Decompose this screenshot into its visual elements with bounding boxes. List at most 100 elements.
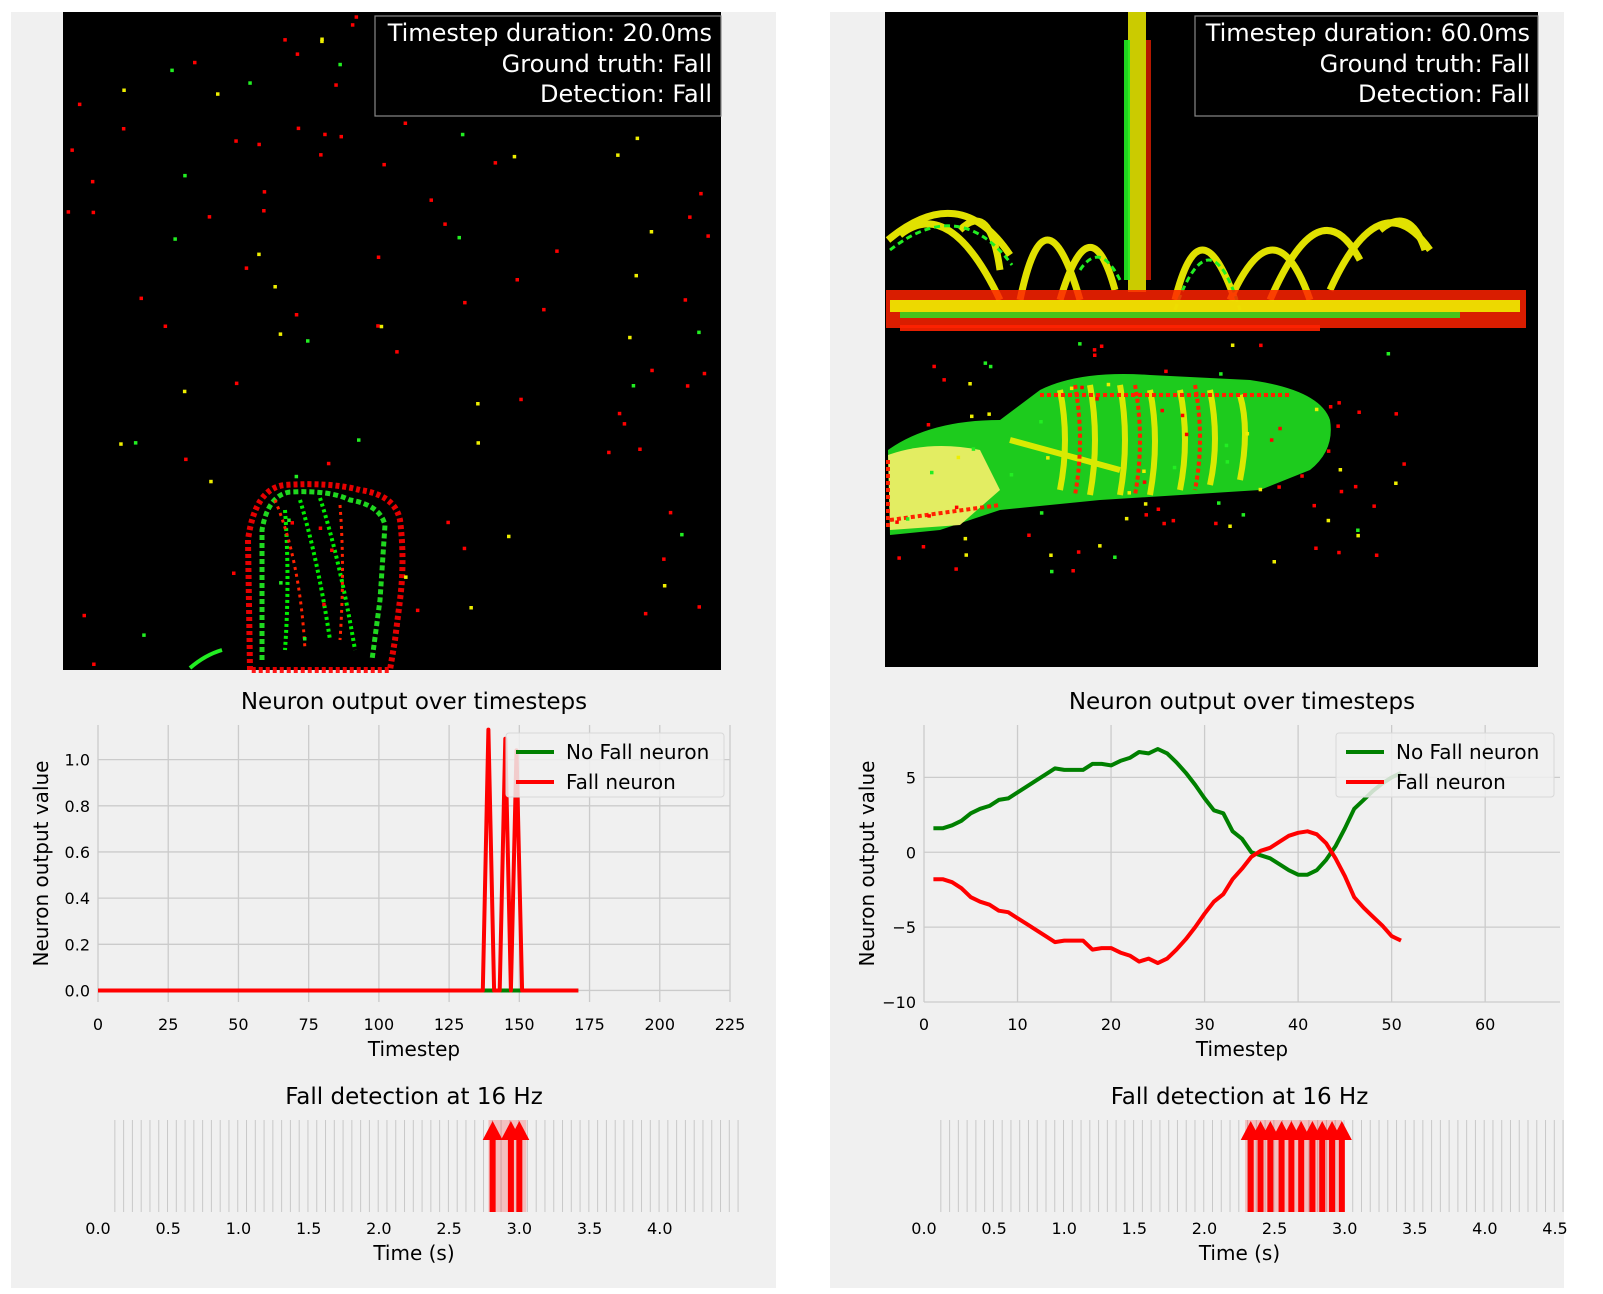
noise-dot — [1113, 555, 1117, 559]
noise-dot — [983, 361, 988, 365]
noise-dot — [462, 546, 467, 551]
y-axis-label: Neuron output value — [855, 761, 879, 967]
noise-dot — [1339, 489, 1344, 494]
detection-arrow-shaft — [1309, 1136, 1316, 1212]
noise-dot — [395, 350, 399, 354]
x-tick-label: 1.5 — [1122, 1219, 1147, 1238]
noise-dot — [1230, 343, 1235, 347]
noise-dot — [519, 397, 523, 402]
noise-dot — [382, 162, 386, 167]
x-tick-label: 100 — [364, 1015, 395, 1034]
event-frame-left: Timestep duration: 20.0ms Ground truth: … — [63, 12, 722, 673]
overlay-box — [374, 15, 722, 117]
noise-dot — [1278, 426, 1282, 431]
noise-dot — [1180, 413, 1185, 418]
bar-yellow — [890, 300, 1520, 312]
noise-dot — [688, 215, 692, 219]
noise-dot — [956, 455, 961, 460]
noise-dot — [326, 461, 331, 466]
y-tick-label: 0.4 — [65, 889, 90, 908]
body-inner-green — [283, 497, 357, 651]
x-tick-label: 0.0 — [911, 1219, 936, 1238]
noise-dot — [507, 534, 511, 539]
noise-dots — [66, 15, 710, 666]
noise-dot — [121, 127, 126, 131]
noise-dot — [1241, 513, 1246, 517]
x-tick-label: 40 — [1288, 1015, 1308, 1034]
noise-dot — [1080, 385, 1084, 390]
y-tick-label: −10 — [882, 993, 916, 1012]
body-ribs-yellow — [1009, 384, 1248, 496]
noise-dot — [954, 567, 958, 571]
noise-dot — [932, 364, 936, 369]
noise-dot — [926, 423, 931, 427]
noise-dot — [216, 92, 220, 96]
noise-dot — [244, 266, 249, 270]
x-tick-label: 50 — [228, 1015, 248, 1034]
noise-dot — [631, 384, 636, 388]
x-tick-label: 4.5 — [1542, 1219, 1567, 1238]
detection-arrow-head — [509, 1121, 530, 1140]
noise-dot — [1142, 480, 1147, 484]
x-tick-label: 1.0 — [226, 1219, 251, 1238]
noise-dot — [294, 474, 299, 479]
noise-dot — [968, 382, 972, 386]
x-tick-label: 0.0 — [85, 1219, 110, 1238]
x-tick-label: 50 — [1381, 1015, 1401, 1034]
noise-dot — [1225, 460, 1230, 464]
noise-dot — [273, 285, 277, 289]
noise-dot — [403, 121, 408, 125]
trunk-green — [1124, 40, 1130, 280]
x-tick-label: 3.5 — [1402, 1219, 1427, 1238]
y-tick-label: 1.0 — [65, 751, 90, 770]
noise-dot — [446, 520, 450, 525]
noise-dot — [295, 52, 300, 56]
event-frame-background — [63, 12, 721, 670]
noise-dot — [476, 441, 480, 445]
noise-dot — [66, 210, 71, 214]
x-tick-label: 225 — [715, 1015, 746, 1034]
x-tick-label: 1.5 — [296, 1219, 321, 1238]
detection-arrow-shaft — [1267, 1136, 1274, 1212]
x-tick-label: 20 — [1101, 1015, 1121, 1034]
noise-dot — [1336, 424, 1340, 428]
noise-dot — [662, 584, 667, 588]
x-tick-label: 0 — [93, 1015, 103, 1034]
noise-dot — [278, 332, 283, 336]
chart-title: Neuron output over timesteps — [241, 689, 587, 715]
noise-dot — [634, 273, 638, 278]
noise-dot — [697, 330, 701, 335]
noise-dot — [1046, 456, 1050, 460]
noise-dot — [1164, 369, 1168, 374]
noise-dot — [354, 15, 359, 19]
noise-dot — [1214, 521, 1218, 526]
noise-dot — [209, 479, 213, 484]
noise-dot — [183, 173, 187, 178]
detection-arrow-shaft — [1298, 1136, 1305, 1212]
detection-arrow-head — [482, 1121, 503, 1140]
noise-dot — [182, 389, 187, 394]
noise-dot — [638, 447, 642, 451]
chart-title: Fall detection at 16 Hz — [1111, 1084, 1369, 1110]
noise-dot — [318, 526, 323, 530]
noise-dot — [643, 611, 648, 616]
noise-dot — [163, 324, 168, 328]
detection-arrow-shaft — [1288, 1136, 1295, 1212]
y-tick-label: 0.6 — [65, 843, 90, 862]
overlay-line-detection: Detection: Fall — [1358, 80, 1530, 108]
noise-dot — [1078, 342, 1082, 346]
x-axis-label: Timestep — [367, 1037, 460, 1061]
fall-detection-chart-right: Fall detection at 16 Hz 0.0 0.5 1.0 1.5 2.0 2.… — [911, 1084, 1567, 1265]
noise-dot — [1027, 533, 1031, 537]
noise-dot — [257, 252, 261, 257]
noise-dot — [1258, 487, 1263, 492]
detection-arrow-shaft — [1278, 1136, 1285, 1212]
x-tick-label: 0.5 — [981, 1219, 1006, 1238]
noise-dot — [443, 222, 447, 226]
x-tick-label: 25 — [158, 1015, 178, 1034]
noise-dot — [296, 126, 301, 131]
detection-arrow-shaft — [1329, 1136, 1336, 1212]
noise-dot — [649, 230, 654, 234]
x-tick-label: 10 — [1007, 1015, 1027, 1034]
noise-dot — [954, 505, 959, 510]
